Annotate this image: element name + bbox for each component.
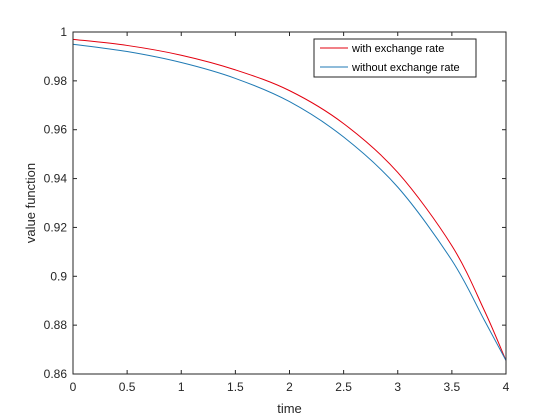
- x-tick-label: 4: [503, 380, 510, 394]
- series-line-with-exchange-rate: [72, 38, 507, 361]
- y-tick-label: 0.86: [44, 367, 68, 381]
- y-tick-label: 1: [60, 25, 67, 39]
- y-axis: 0.86 0.88 0.9 0.92 0.94 0.96 0.98 1: [44, 25, 506, 381]
- x-tick-label: 1.5: [227, 380, 244, 394]
- plot-background: [73, 32, 506, 374]
- x-tick-label: 3.5: [444, 380, 461, 394]
- x-tick-label: 0.5: [119, 380, 136, 394]
- x-tick-label: 3: [394, 380, 401, 394]
- y-axis-label: value function: [23, 163, 38, 243]
- x-tick-label: 1: [178, 380, 185, 394]
- series-line-without-exchange-rate: [72, 43, 507, 361]
- x-axis: 0 0.5 1 1.5 2 2.5 3 3.5 4: [70, 32, 510, 394]
- legend-label-without-exchange-rate: without exchange rate: [351, 62, 460, 74]
- series-layer: [72, 38, 507, 361]
- x-tick-label: 2.5: [335, 380, 352, 394]
- legend-box: [313, 38, 477, 78]
- y-tick-label: 0.96: [44, 123, 68, 137]
- y-tick-label: 0.88: [44, 318, 68, 332]
- x-tick-label: 0: [70, 380, 77, 394]
- x-axis-label: time: [277, 401, 302, 416]
- y-tick-label: 0.94: [44, 172, 68, 186]
- legend: with exchange rate without exchange rate: [313, 38, 477, 78]
- y-tick-label: 0.9: [50, 269, 67, 283]
- x-tick-label: 2: [286, 380, 293, 394]
- legend-label-with-exchange-rate: with exchange rate: [351, 43, 444, 55]
- y-tick-label: 0.98: [44, 74, 68, 88]
- y-tick-label: 0.92: [44, 220, 68, 234]
